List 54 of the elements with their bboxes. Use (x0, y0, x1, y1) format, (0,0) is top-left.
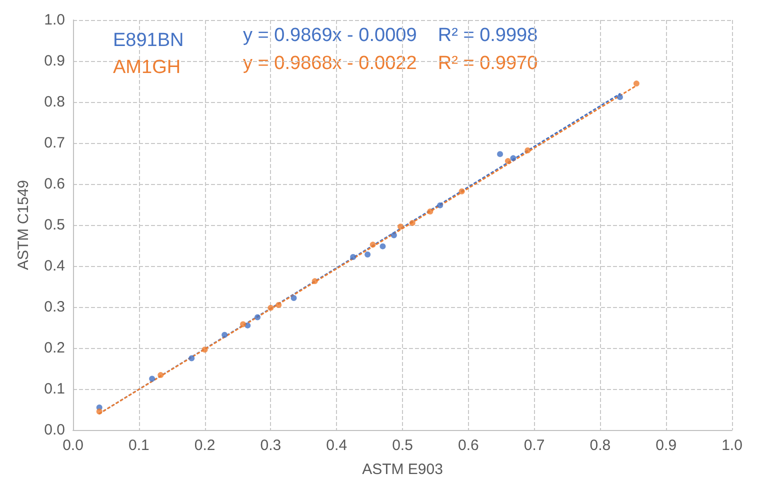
point (158, 372, 164, 378)
point (290, 294, 297, 301)
x-tick-label: 0.9 (656, 437, 677, 454)
x-tick-label: 0.0 (62, 437, 84, 454)
point (497, 151, 504, 158)
x-tick-label: 0.1 (128, 437, 150, 454)
x-tick-label: 1.0 (722, 437, 742, 454)
point (390, 232, 397, 238)
point (222, 332, 228, 338)
x-tick-label: 0.8 (590, 437, 611, 454)
y-tick-label: 0.4 (44, 258, 65, 274)
point (524, 147, 531, 154)
point (409, 220, 416, 226)
point (427, 208, 434, 214)
point (633, 80, 640, 87)
point (254, 314, 261, 320)
x-tick-label: 0.4 (326, 437, 348, 454)
point (364, 252, 371, 258)
point (616, 94, 623, 100)
point (504, 158, 511, 164)
text: AM1GH (113, 57, 181, 78)
point (510, 155, 516, 162)
point (458, 188, 465, 194)
point (312, 278, 318, 284)
point (370, 242, 376, 248)
point (96, 408, 102, 415)
point (240, 321, 246, 328)
point (188, 355, 195, 362)
x-axis-title: ASTM E903 (362, 461, 443, 478)
point (350, 254, 356, 260)
point (268, 304, 274, 311)
y-tick-label: 0.3 (44, 298, 65, 316)
x-tick-label: 0.6 (458, 437, 479, 454)
y-tick-label: 0.6 (44, 176, 65, 192)
x-tick-label: 0.7 (524, 437, 545, 454)
y-tick-label: 0.8 (44, 94, 65, 110)
y-tick-label: 0.9 (44, 52, 65, 70)
point (437, 202, 444, 208)
y-axis-title: ASTM C1549 (15, 180, 32, 270)
y-tick-label: 0.0 (44, 422, 65, 438)
text: E891BN (113, 30, 184, 51)
point (202, 346, 208, 353)
point (398, 224, 404, 230)
y-tick-label: 0.7 (44, 134, 65, 152)
y-tick-label: 0.1 (44, 380, 65, 398)
point (276, 302, 282, 308)
point (380, 243, 386, 250)
x-tick-label: 0.5 (392, 437, 413, 454)
y-tick-label: 0.5 (44, 216, 65, 234)
y-tick-label: 1.0 (44, 12, 65, 28)
x-tick-label: 0.3 (260, 437, 282, 454)
x-tick-label: 0.2 (194, 437, 216, 454)
point (149, 376, 156, 382)
y-tick-label: 0.2 (44, 340, 65, 356)
